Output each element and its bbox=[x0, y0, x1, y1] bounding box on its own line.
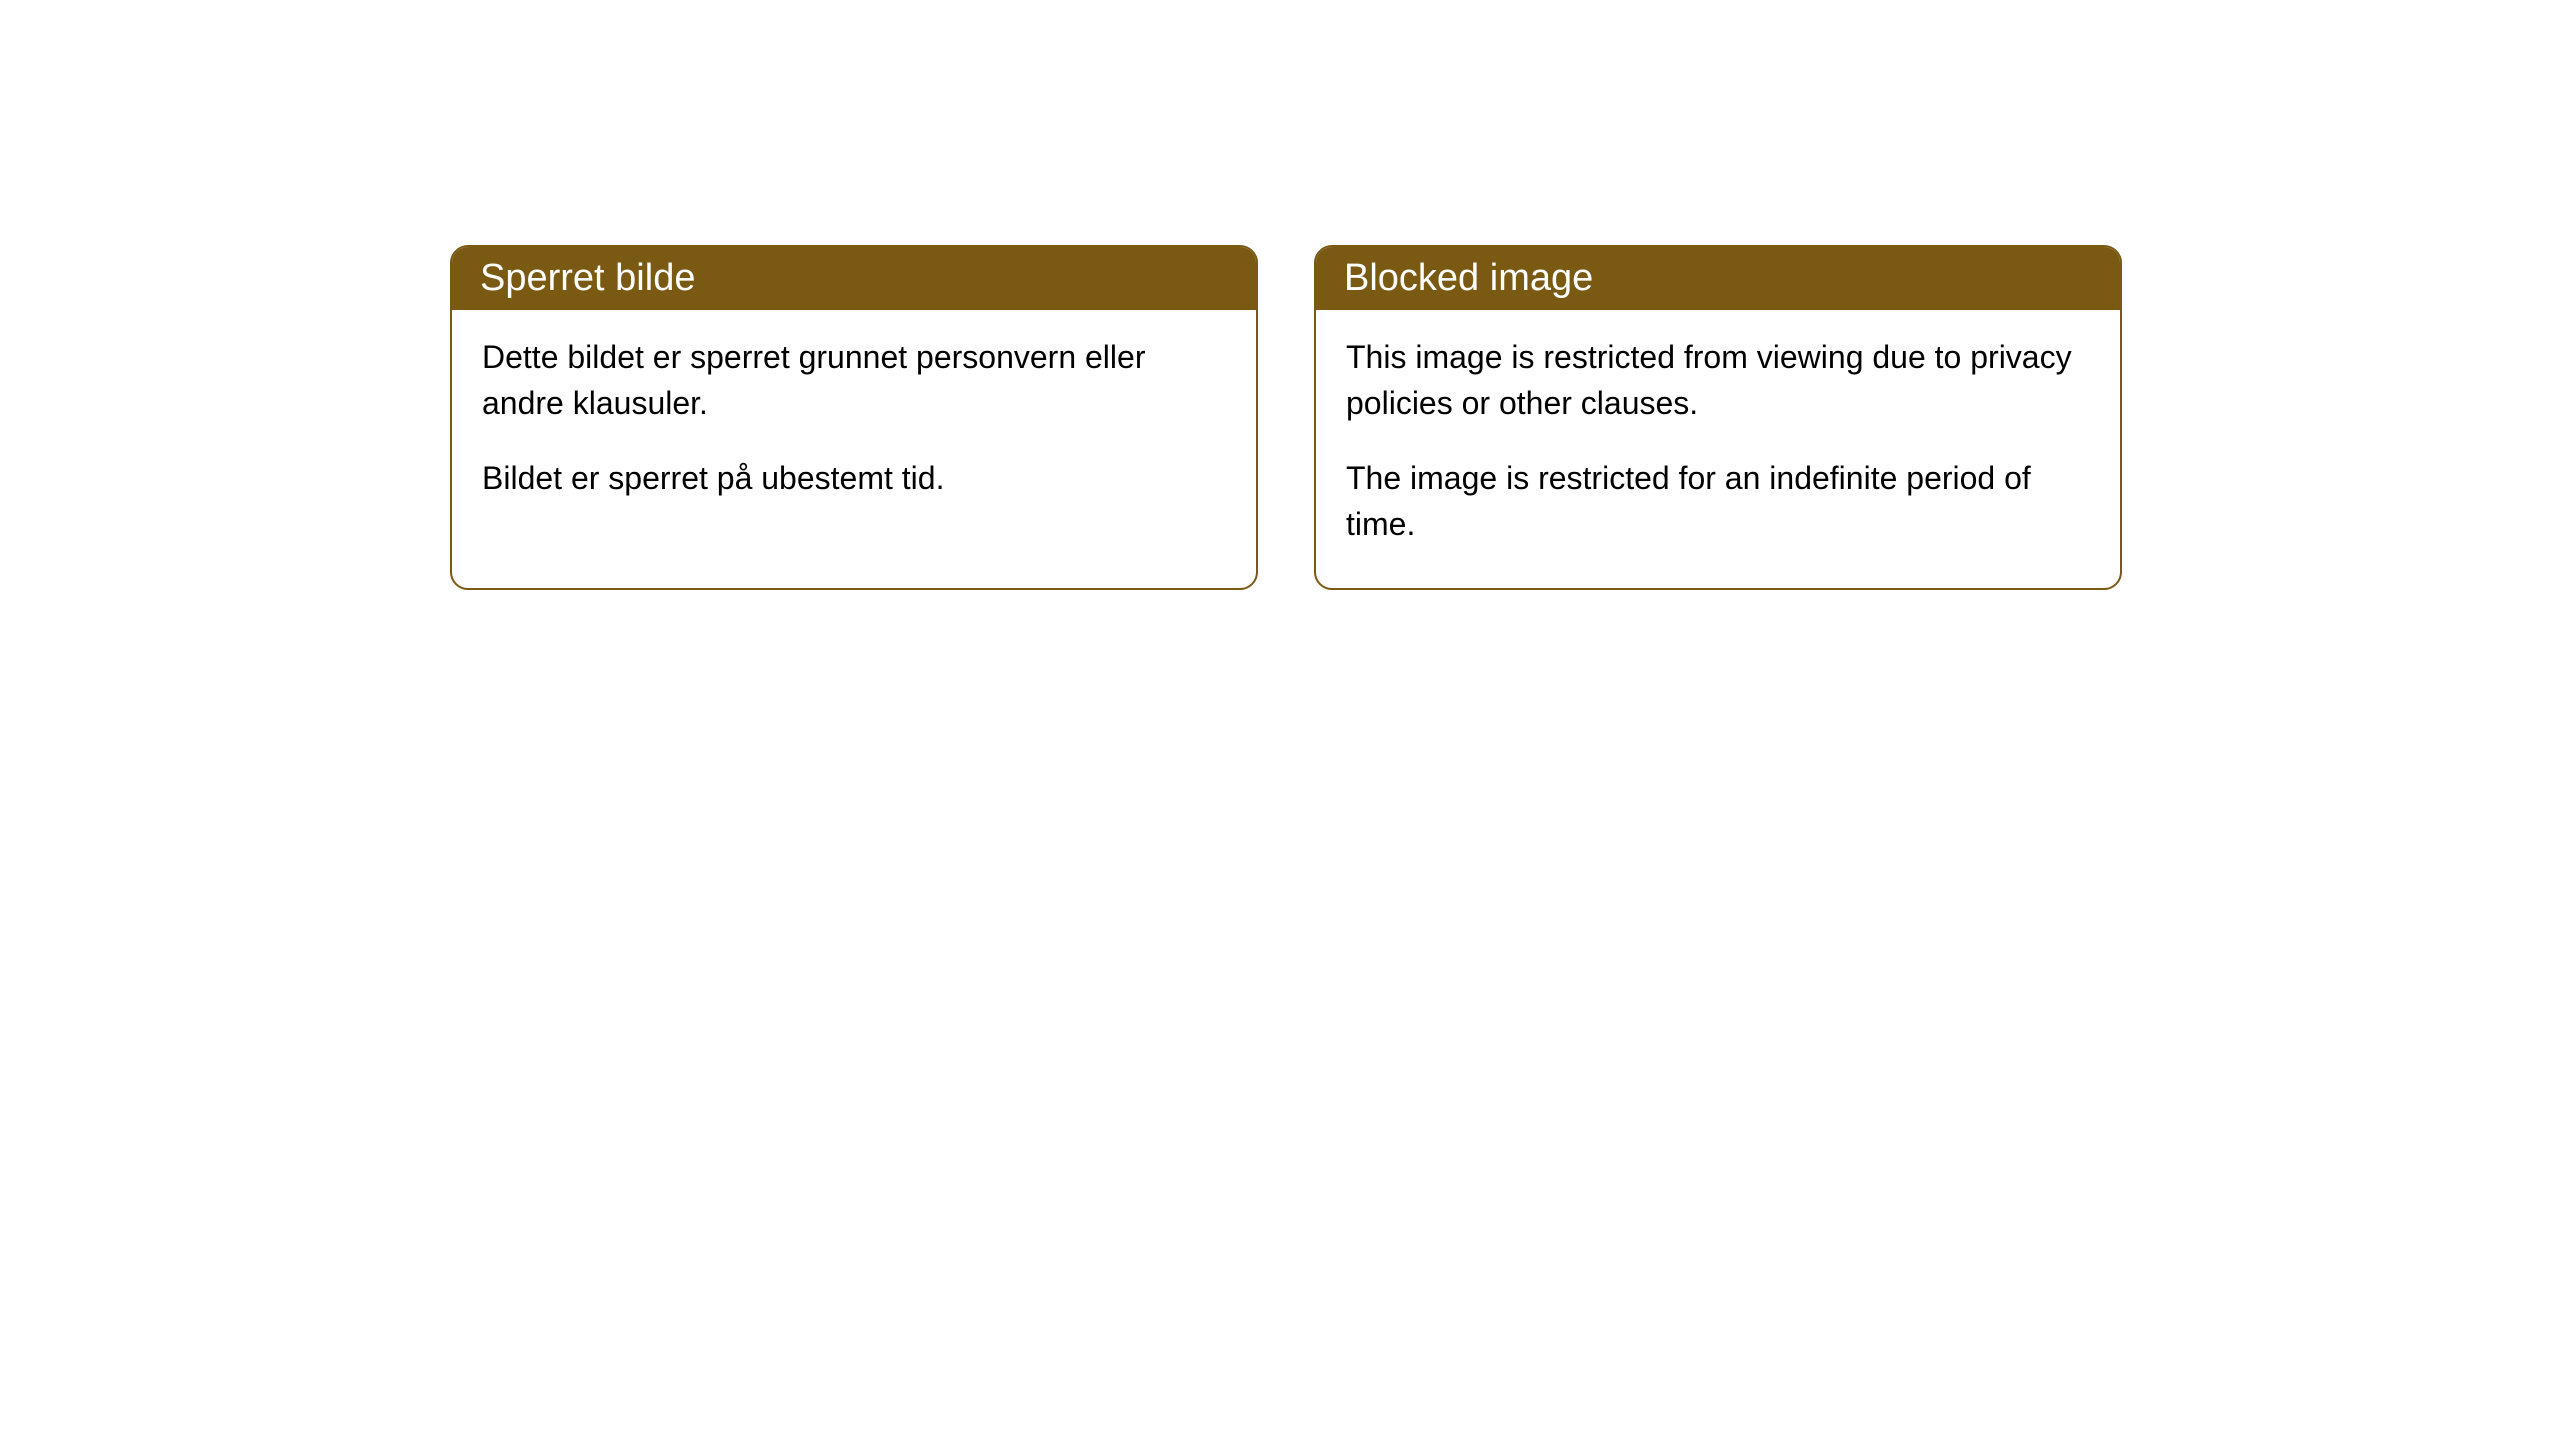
card-header: Blocked image bbox=[1316, 247, 2120, 310]
card-title: Blocked image bbox=[1344, 257, 1593, 299]
card-norwegian: Sperret bilde Dette bildet er sperret gr… bbox=[450, 245, 1258, 590]
card-body: Dette bildet er sperret grunnet personve… bbox=[452, 310, 1256, 541]
card-paragraph: The image is restricted for an indefinit… bbox=[1346, 455, 2090, 548]
card-paragraph: Dette bildet er sperret grunnet personve… bbox=[482, 334, 1226, 427]
card-paragraph: Bildet er sperret på ubestemt tid. bbox=[482, 455, 1226, 501]
card-english: Blocked image This image is restricted f… bbox=[1314, 245, 2122, 590]
cards-container: Sperret bilde Dette bildet er sperret gr… bbox=[450, 245, 2560, 590]
card-title: Sperret bilde bbox=[480, 257, 695, 299]
card-paragraph: This image is restricted from viewing du… bbox=[1346, 334, 2090, 427]
card-body: This image is restricted from viewing du… bbox=[1316, 310, 2120, 588]
card-header: Sperret bilde bbox=[452, 247, 1256, 310]
